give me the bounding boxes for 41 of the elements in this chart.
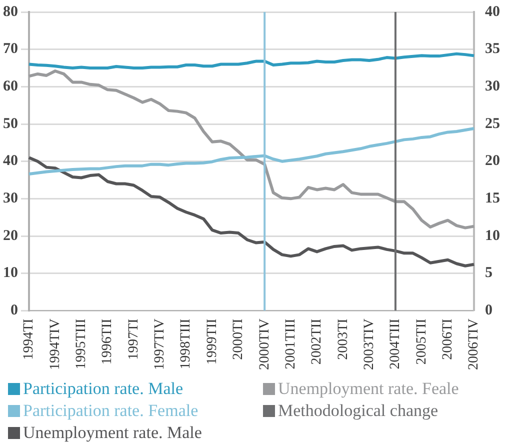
x-tick-label: 2005TII [414,318,430,365]
x-tick-label: 2000TI [231,318,246,360]
y-tick-label: 60 [3,78,18,95]
y2-tick-label: 25 [485,116,500,132]
x-tick-label: 1997TIV [152,318,168,370]
y-tick-label: 80 [3,4,18,20]
legend-label: Methodological change [278,401,438,421]
y2-tick-label: 35 [485,41,500,58]
legend-label: Unemployment rate. Feale [278,379,459,399]
x-tick-label: 2000TIV [257,318,272,370]
x-tick-label: 1996TII [100,318,116,365]
y-tick-label: 10 [3,265,18,282]
x-tick-label: 2003TIV [362,318,377,370]
y-tick-label: 70 [3,41,18,58]
x-tick-label: 2002TII [310,318,325,365]
legend-label: Participation rate. Female [23,401,198,421]
y2-tick-label: 5 [485,265,492,282]
x-tick-label: 1999TII [204,318,220,365]
y2-tick-label: 30 [485,78,500,95]
y2-tick-label: 10 [485,228,500,244]
x-tick-label: 2001TIII [283,318,298,370]
x-tick-label: 1997TI [126,318,142,360]
y2-tick-label: 40 [485,4,500,20]
x-tick-label: 2006TIV [466,318,482,370]
y2-tick-label: 0 [485,302,492,319]
y-tick-label: 50 [3,116,18,132]
y-tick-label: 40 [3,153,18,170]
x-tick-label: 2004TIII [388,318,404,370]
legend-label: Participation rate. Male [23,379,184,399]
x-tick-label: 1998TIII [178,318,194,370]
y2-tick-label: 20 [485,153,500,170]
x-tick-label: 1994TIV [48,318,63,370]
x-tick-label: 2006TI [440,318,456,360]
x-tick-label: 1995TIII [74,318,90,370]
y-tick-label: 30 [3,190,18,207]
x-tick-label: 1994TI [22,318,37,360]
y-tick-label: 0 [10,302,18,319]
y2-tick-label: 15 [485,190,500,207]
x-tick-label: 2003TI [336,318,351,360]
legend-label: Unemployment rate. Male [23,423,202,443]
y-tick-label: 20 [3,228,18,244]
